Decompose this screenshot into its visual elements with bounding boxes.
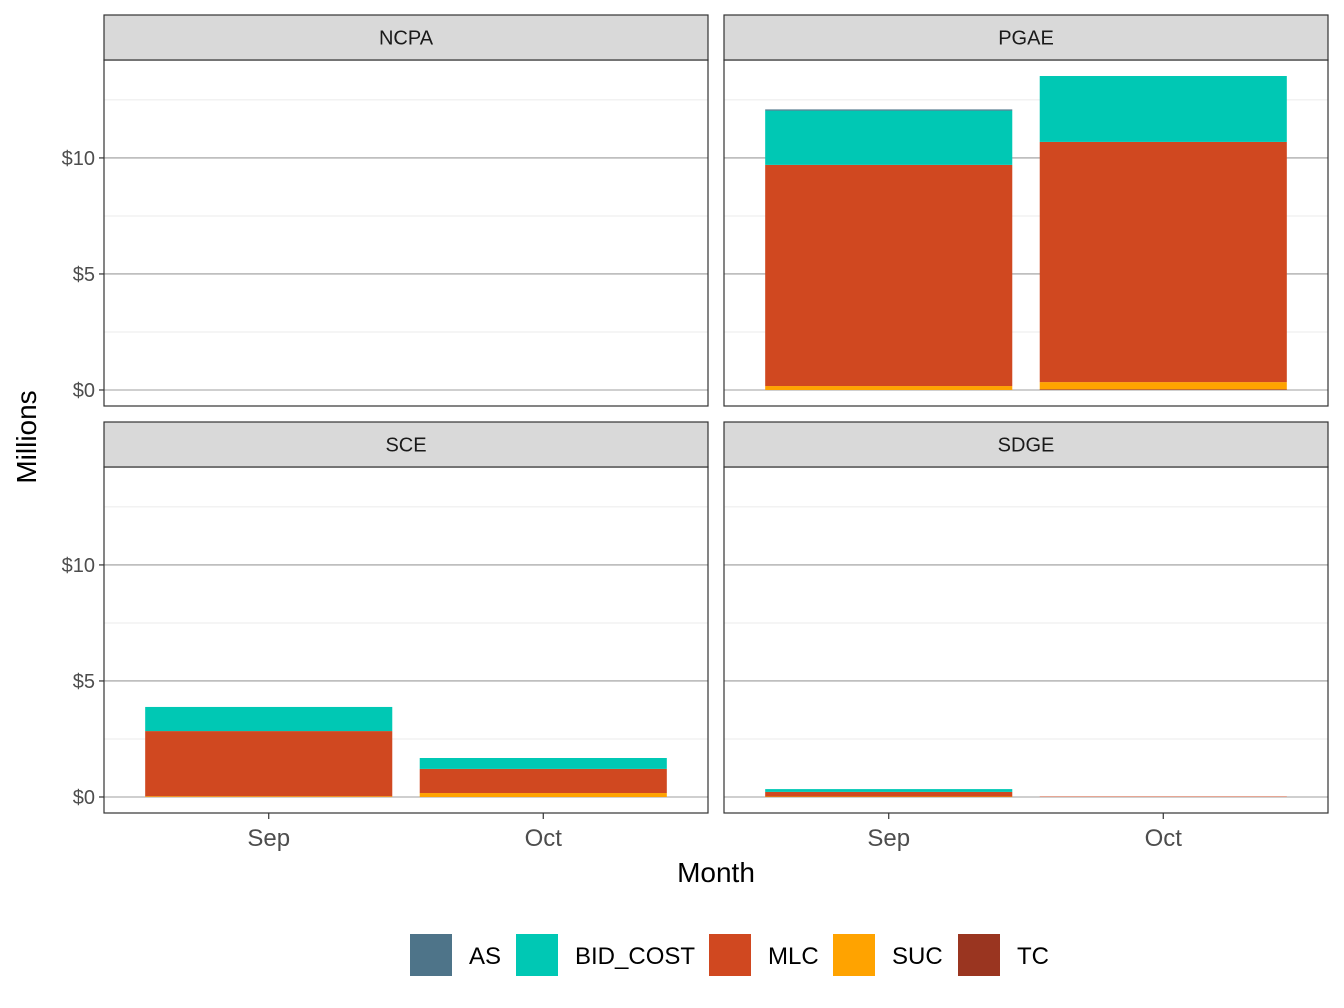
bar-suc-oct [419,793,667,797]
legend-label-suc: SUC [892,943,943,970]
bar-mlc-oct [419,768,667,794]
legend-key-tc [958,934,1000,976]
legend-label-as: AS [469,943,501,970]
bar-mlc-sep [765,164,1013,387]
bar-bid_cost-oct [1039,76,1287,142]
panel-background [724,467,1328,813]
x-tick-label: Sep [867,825,910,852]
facet-label-pgae: PGAE [998,28,1054,50]
facet-strip [103,14,709,61]
x-axis-title: Month [677,857,755,888]
y-tick-label: $10 [62,555,95,577]
facet-label-sdge: SDGE [998,435,1055,457]
y-axis-title: Millions [11,390,42,483]
legend-label-tc: TC [1017,943,1049,970]
bar-suc-sep [765,386,1013,390]
bar-bid_cost-sep [765,789,1013,792]
legend-key-mlc [709,934,751,976]
panel-background [104,60,708,406]
bar-bid_cost-sep [145,706,393,732]
facet-strip [103,421,709,468]
bar-suc-sep [145,796,393,797]
x-tick-label: Oct [1145,825,1183,852]
legend-key-suc [833,934,875,976]
facet-strip [723,14,1329,61]
y-tick-label: $0 [73,380,95,402]
x-tick-label: Oct [525,825,563,852]
facet-label-sce: SCE [385,435,426,457]
bar-suc-oct [1039,382,1287,390]
bar-mlc-oct [1039,141,1287,383]
legend-key-as [410,934,452,976]
bar-tc-oct [1039,389,1287,390]
bar-bid_cost-sep [765,110,1013,165]
legend-key-bid_cost [516,934,558,976]
facet-label-ncpa: NCPA [379,28,434,50]
y-tick-label: $10 [62,148,95,170]
facet-strip [723,421,1329,468]
bar-as-sep [765,109,1013,111]
bar-bid_cost-oct [419,758,667,769]
y-tick-label: $5 [73,264,95,286]
y-tick-label: $5 [73,671,95,693]
bar-mlc-sep [765,791,1013,797]
y-tick-label: $0 [73,787,95,809]
legend-label-mlc: MLC [768,943,819,970]
x-tick-label: Sep [247,825,290,852]
legend-label-bid_cost: BID_COST [575,943,695,970]
bar-mlc-sep [145,731,393,797]
